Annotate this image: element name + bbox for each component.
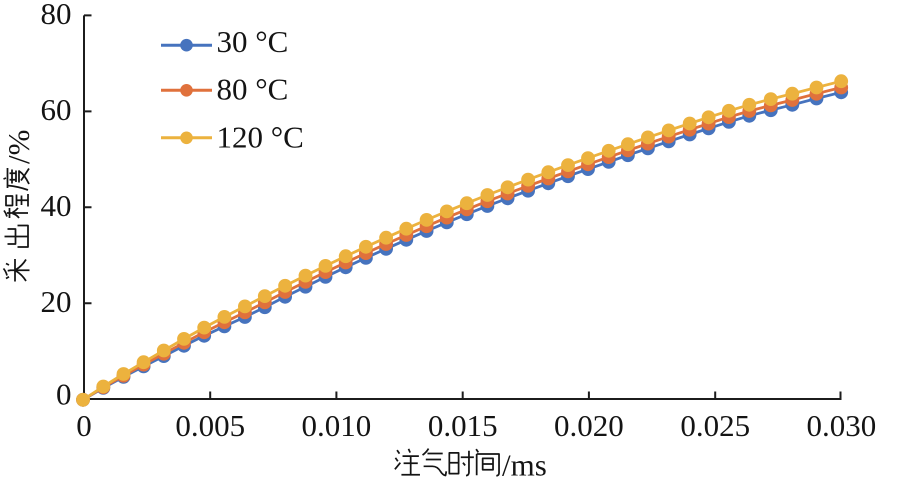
svg-text:0.005: 0.005 xyxy=(175,408,245,443)
svg-text:80 °C: 80 °C xyxy=(217,71,289,106)
svg-text:80: 80 xyxy=(41,0,72,31)
svg-text:30 °C: 30 °C xyxy=(217,24,289,59)
svg-text:20: 20 xyxy=(41,284,72,319)
svg-text:0: 0 xyxy=(56,377,72,412)
svg-text:120 °C: 120 °C xyxy=(217,120,304,155)
svg-text:0.025: 0.025 xyxy=(680,408,750,443)
svg-text:0.015: 0.015 xyxy=(428,408,498,443)
svg-text:0.020: 0.020 xyxy=(554,408,624,443)
svg-text:40: 40 xyxy=(41,188,72,223)
svg-text:0.030: 0.030 xyxy=(807,408,877,443)
svg-text:0.010: 0.010 xyxy=(302,408,372,443)
svg-text:/%: /% xyxy=(1,130,36,164)
svg-text:/ms: /ms xyxy=(502,448,547,481)
svg-text:0: 0 xyxy=(76,408,92,443)
svg-text:60: 60 xyxy=(41,92,72,127)
